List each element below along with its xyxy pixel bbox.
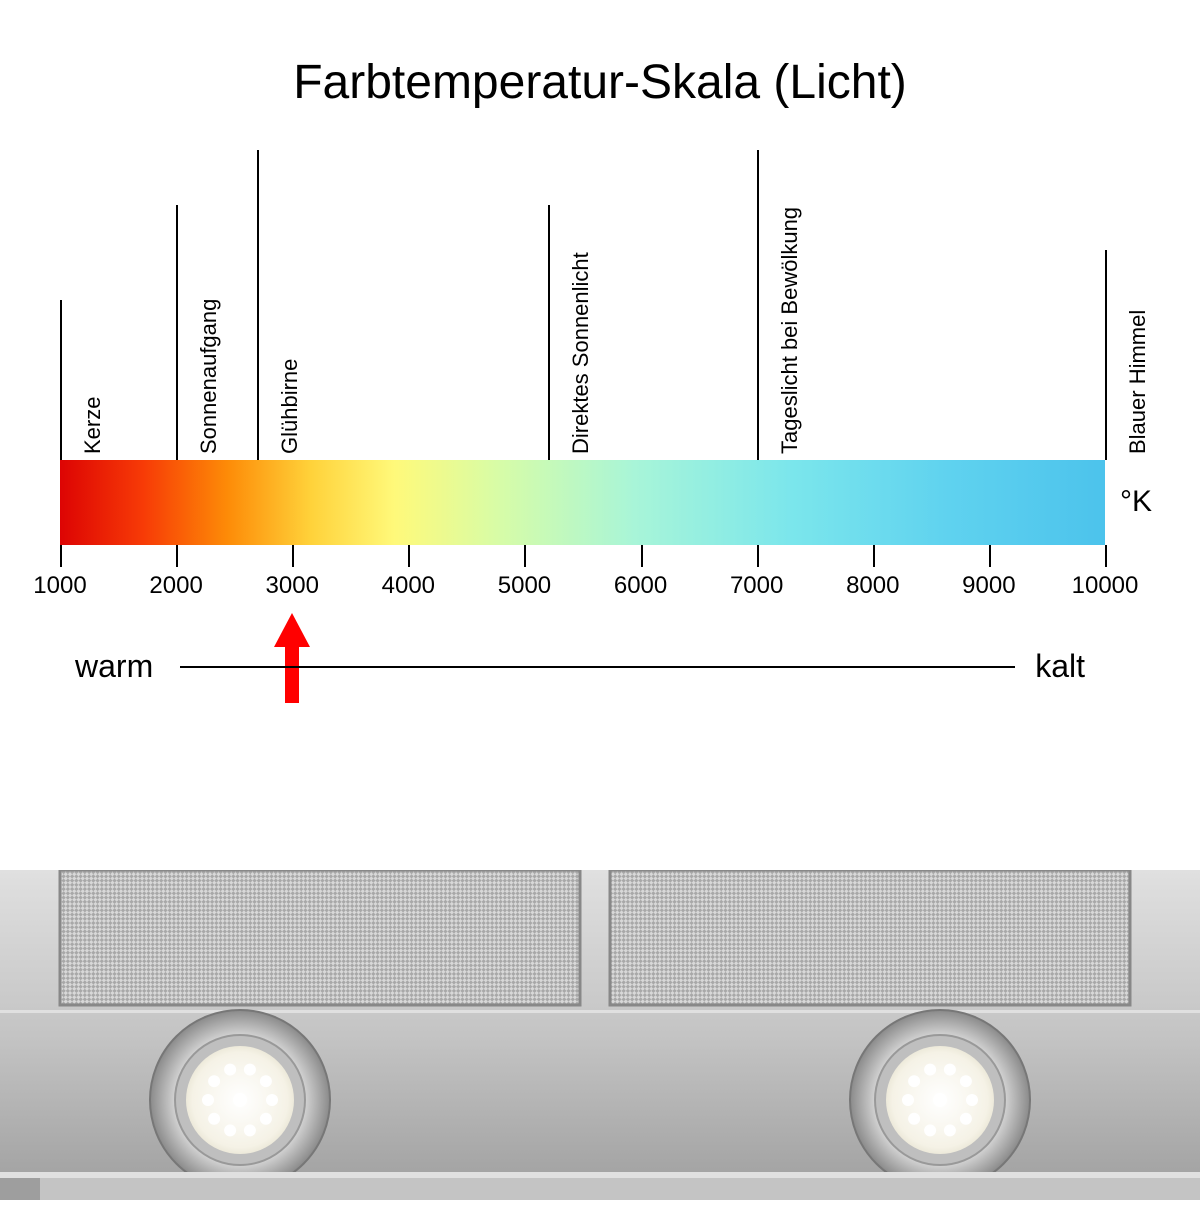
marker-line <box>548 205 550 460</box>
axis-tick-label: 1000 <box>33 572 86 600</box>
axis-tick-label: 5000 <box>498 572 551 600</box>
marker-line <box>176 205 178 460</box>
arrow-indicator-icon <box>272 613 312 708</box>
axis-tick-label: 8000 <box>846 572 899 600</box>
unit-label: °K <box>1120 485 1152 519</box>
axis-tick <box>408 545 410 567</box>
axis-tick-label: 3000 <box>266 572 319 600</box>
axis-tick <box>60 545 62 567</box>
warm-label: warm <box>75 648 153 685</box>
marker-label: Glühbirne <box>277 359 303 454</box>
marker-label: Tageslicht bei Bewölkung <box>777 207 803 454</box>
color-temperature-chart: °K KerzeSonnenaufgangGlühbirneDirektes S… <box>60 150 1105 750</box>
marker-label: Direktes Sonnenlicht <box>568 252 594 454</box>
cold-label: kalt <box>1035 648 1085 685</box>
chart-title: Farbtemperatur-Skala (Licht) <box>0 55 1200 110</box>
marker-line <box>60 300 62 460</box>
axis-tick-label: 9000 <box>962 572 1015 600</box>
marker-line <box>257 150 259 460</box>
axis-tick <box>757 545 759 567</box>
axis-tick <box>176 545 178 567</box>
marker-label: Kerze <box>80 397 106 454</box>
warm-cold-axis-line <box>180 666 1015 668</box>
marker-label: Blauer Himmel <box>1125 310 1151 454</box>
axis-tick <box>873 545 875 567</box>
axis-tick <box>292 545 294 567</box>
axis-tick-label: 6000 <box>614 572 667 600</box>
axis-tick-label: 4000 <box>382 572 435 600</box>
gradient-bar <box>60 460 1105 545</box>
marker-label: Sonnenaufgang <box>196 299 222 454</box>
axis-tick-label: 7000 <box>730 572 783 600</box>
axis-tick <box>989 545 991 567</box>
axis-tick-label: 2000 <box>149 572 202 600</box>
axis-tick-label: 10000 <box>1072 572 1139 600</box>
marker-line <box>757 150 759 460</box>
marker-line <box>1105 250 1107 460</box>
axis-tick <box>524 545 526 567</box>
product-photo <box>0 870 1200 1200</box>
axis-tick <box>1105 545 1107 567</box>
axis-tick <box>641 545 643 567</box>
